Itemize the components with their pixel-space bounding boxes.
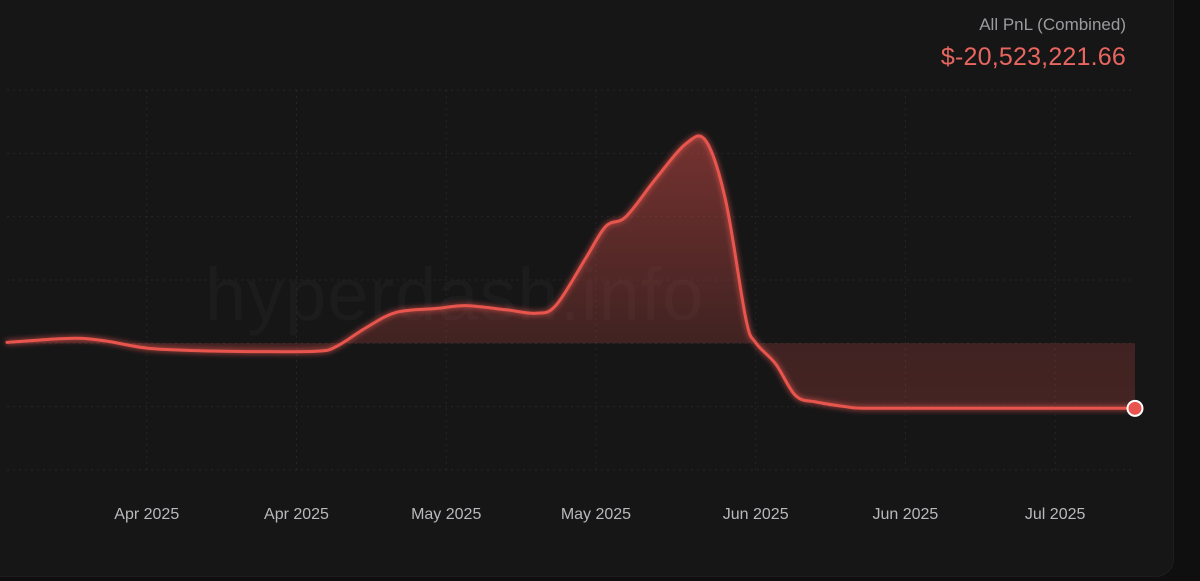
data-point[interactable] (463, 303, 469, 309)
data-point[interactable] (753, 340, 759, 346)
x-tick-label: Jun 2025 (723, 506, 789, 523)
data-point[interactable] (363, 325, 369, 331)
marker-layer (1126, 399, 1144, 417)
x-tick-label: Jul 2025 (1025, 506, 1086, 523)
data-point[interactable] (74, 335, 80, 341)
current-value-marker[interactable] (1126, 399, 1144, 417)
x-tick-label: Apr 2025 (114, 506, 179, 523)
data-point[interactable] (553, 302, 559, 308)
data-point[interactable] (683, 141, 689, 147)
data-point[interactable] (773, 361, 779, 367)
data-point[interactable] (843, 404, 849, 410)
data-point[interactable] (743, 315, 749, 321)
data-point[interactable] (723, 198, 729, 204)
data-point[interactable] (194, 348, 200, 354)
data-point[interactable] (813, 399, 819, 405)
data-point[interactable] (144, 345, 150, 351)
data-point[interactable] (104, 338, 110, 344)
data-point[interactable] (533, 310, 539, 316)
data-point[interactable] (393, 309, 399, 315)
pnl-summary: All PnL (Combined) $-20,523,221.66 (941, 14, 1126, 74)
data-point[interactable] (623, 214, 629, 220)
pnl-value: $-20,523,221.66 (940, 43, 1126, 71)
line-layer (4, 134, 1137, 411)
data-point[interactable] (653, 176, 659, 182)
x-tick-label: Apr 2025 (264, 506, 329, 523)
data-point[interactable] (314, 348, 320, 354)
x-tick-label: May 2025 (411, 506, 481, 523)
data-point[interactable] (4, 339, 10, 345)
data-point[interactable] (703, 138, 709, 144)
data-point[interactable] (942, 405, 948, 411)
data-point[interactable] (34, 337, 40, 343)
x-axis-ticks: Apr 2025 Apr 2025 May 2025 May 2025 Jun 2025… (114, 506, 1085, 523)
data-point[interactable] (503, 307, 509, 313)
data-point[interactable] (583, 255, 589, 261)
data-point[interactable] (333, 344, 339, 350)
area-fill-positive (7, 135, 1135, 344)
data-point[interactable] (793, 393, 799, 399)
data-point[interactable] (433, 306, 439, 312)
area-fill-negative (119, 343, 1135, 409)
x-tick-label: Jun 2025 (872, 506, 938, 523)
x-tick-label: May 2025 (561, 506, 631, 523)
data-point[interactable] (1052, 405, 1058, 411)
data-point[interactable] (603, 223, 609, 229)
pnl-label: All PnL (Combined) (979, 15, 1126, 34)
data-point[interactable] (254, 349, 260, 355)
grid-layer (7, 89, 1135, 471)
series-line (5, 134, 1137, 410)
area-layer (7, 135, 1135, 409)
data-point[interactable] (863, 405, 869, 411)
